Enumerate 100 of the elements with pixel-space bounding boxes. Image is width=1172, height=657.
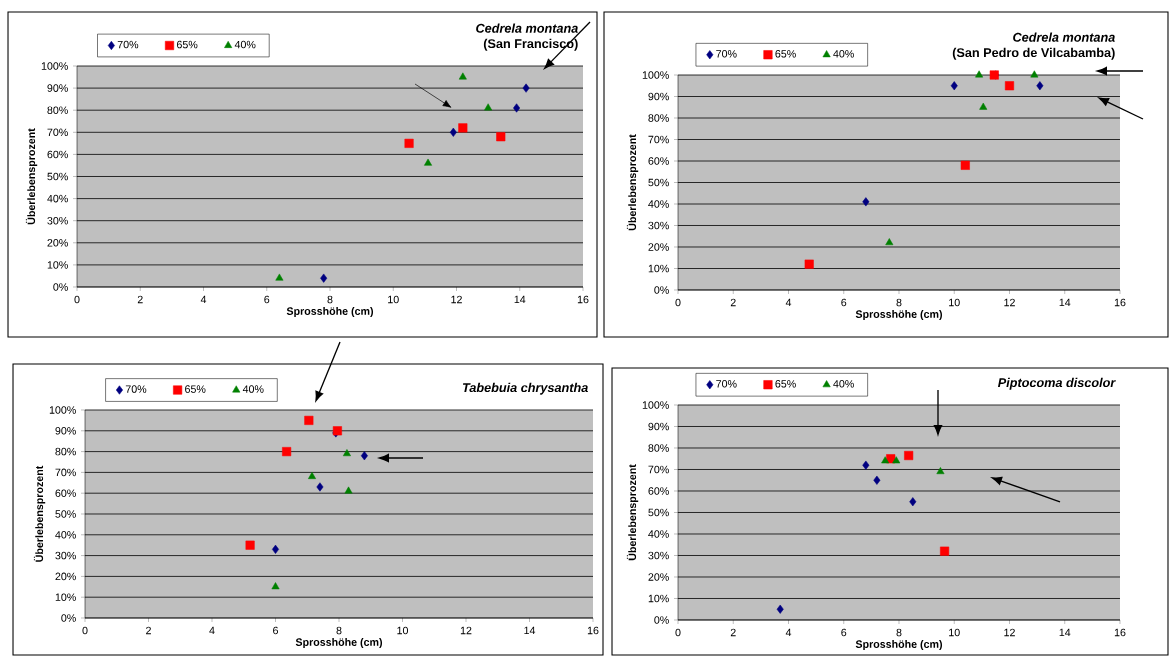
y-tick-label: 60% [55, 489, 76, 497]
y-tick-label: 90% [648, 422, 669, 431]
point [308, 472, 316, 479]
x-axis-title: Sprosshöhe (cm) [295, 638, 383, 649]
y-tick-label: 50% [55, 510, 76, 518]
x-tick-label: 16 [577, 295, 589, 304]
x-tick-label: 6 [841, 628, 847, 637]
legend-label: 65% [775, 50, 796, 58]
x-tick-label: 2 [137, 295, 143, 304]
x-axis-title: Sprosshöhe (cm) [286, 307, 374, 318]
x-tick-label: 2 [146, 626, 151, 635]
point [316, 482, 324, 492]
y-axis-title: Überlebensprozent [25, 128, 38, 225]
y-tick-label: 50% [648, 508, 669, 517]
x-tick-label: 8 [336, 626, 342, 635]
point [862, 197, 870, 207]
y-tick-label: 80% [55, 447, 76, 456]
y-tick-label: 70% [648, 135, 669, 144]
y-axis-title: Überlebensprozent [626, 134, 639, 231]
x-tick-label: 10 [388, 295, 399, 304]
y-axis-title: Überlebensprozent [626, 464, 639, 561]
point [484, 103, 493, 111]
point [909, 497, 917, 507]
y-tick-label: 90% [55, 427, 76, 435]
y-tick-label: 40% [648, 530, 669, 538]
legend-label: 65% [177, 40, 198, 49]
chart-title: Cedrela montana [1013, 32, 1115, 42]
point [320, 273, 328, 283]
y-tick-label: 40% [55, 531, 76, 539]
y-tick-label: 80% [648, 444, 669, 452]
x-tick-label: 4 [785, 298, 792, 307]
x-tick-label: 6 [264, 295, 270, 304]
y-tick-label: 60% [648, 157, 669, 165]
y-tick-label: 10% [55, 593, 76, 601]
y-tick-label: 20% [648, 573, 669, 581]
chart-subtitle: (San Pedro de Vilcabamba) [952, 47, 1115, 60]
y-tick-label: 30% [55, 551, 76, 560]
point [979, 102, 988, 110]
x-tick-label: 12 [451, 295, 462, 304]
point [404, 138, 414, 148]
x-tick-label: 6 [273, 626, 278, 635]
legend-label: 70% [125, 385, 147, 393]
point [458, 123, 468, 133]
y-tick-label: 20% [648, 243, 669, 251]
point [975, 70, 984, 78]
x-tick-label: 16 [1114, 298, 1126, 307]
y-tick-label: 60% [648, 487, 669, 495]
y-tick-label: 70% [55, 468, 76, 477]
y-tick-label: 20% [55, 572, 76, 581]
point [1030, 70, 1039, 78]
x-tick-label: 4 [200, 295, 207, 304]
chart-title: Cedrela montana [476, 23, 578, 33]
point [360, 451, 368, 461]
y-tick-label: 0% [61, 614, 76, 622]
x-tick-label: 14 [514, 295, 526, 304]
y-tick-label: 10% [47, 261, 68, 269]
x-tick-label: 14 [524, 626, 536, 635]
x-tick-label: 8 [896, 298, 902, 307]
x-tick-label: 16 [587, 626, 599, 635]
y-tick-label: 90% [648, 92, 669, 101]
y-tick-label: 80% [648, 114, 669, 122]
x-tick-label: 12 [1004, 298, 1015, 307]
y-tick-label: 10% [648, 594, 669, 603]
chart-title: Piptocoma discolor [997, 377, 1116, 390]
y-tick-label: 70% [648, 465, 669, 474]
x-tick-label: 12 [460, 626, 472, 635]
y-tick-label: 100% [41, 62, 68, 70]
x-tick-label: 6 [841, 298, 847, 307]
y-tick-label: 0% [53, 283, 68, 291]
legend-label: 65% [185, 385, 206, 393]
point [272, 544, 279, 554]
legend-label: 40% [242, 385, 264, 393]
y-tick-label: 10% [648, 264, 669, 273]
point [940, 546, 950, 556]
point [904, 450, 914, 461]
y-tick-label: 100% [49, 406, 76, 414]
point [282, 447, 292, 457]
chart-title: Tabebuia chrysantha [462, 382, 588, 395]
x-tick-label: 8 [896, 628, 902, 637]
point [881, 456, 890, 464]
x-axis-title: Sprosshöhe (cm) [855, 640, 943, 651]
x-tick-label: 14 [1059, 298, 1071, 307]
y-tick-label: 40% [648, 200, 669, 208]
x-tick-label: 0 [675, 628, 681, 637]
point [245, 540, 255, 550]
point [458, 72, 467, 80]
legend-label: 40% [234, 40, 256, 49]
x-tick-label: 14 [1059, 628, 1071, 637]
y-tick-label: 0% [654, 286, 669, 294]
point [304, 415, 314, 425]
point [344, 486, 353, 494]
point [804, 259, 814, 269]
point [275, 273, 284, 281]
y-tick-label: 70% [47, 128, 68, 137]
legend-label: 40% [833, 380, 854, 388]
x-tick-label: 4 [785, 628, 792, 637]
legend-label: 65% [775, 380, 796, 388]
point [342, 449, 351, 457]
x-tick-label: 10 [949, 298, 960, 307]
point [776, 604, 784, 614]
